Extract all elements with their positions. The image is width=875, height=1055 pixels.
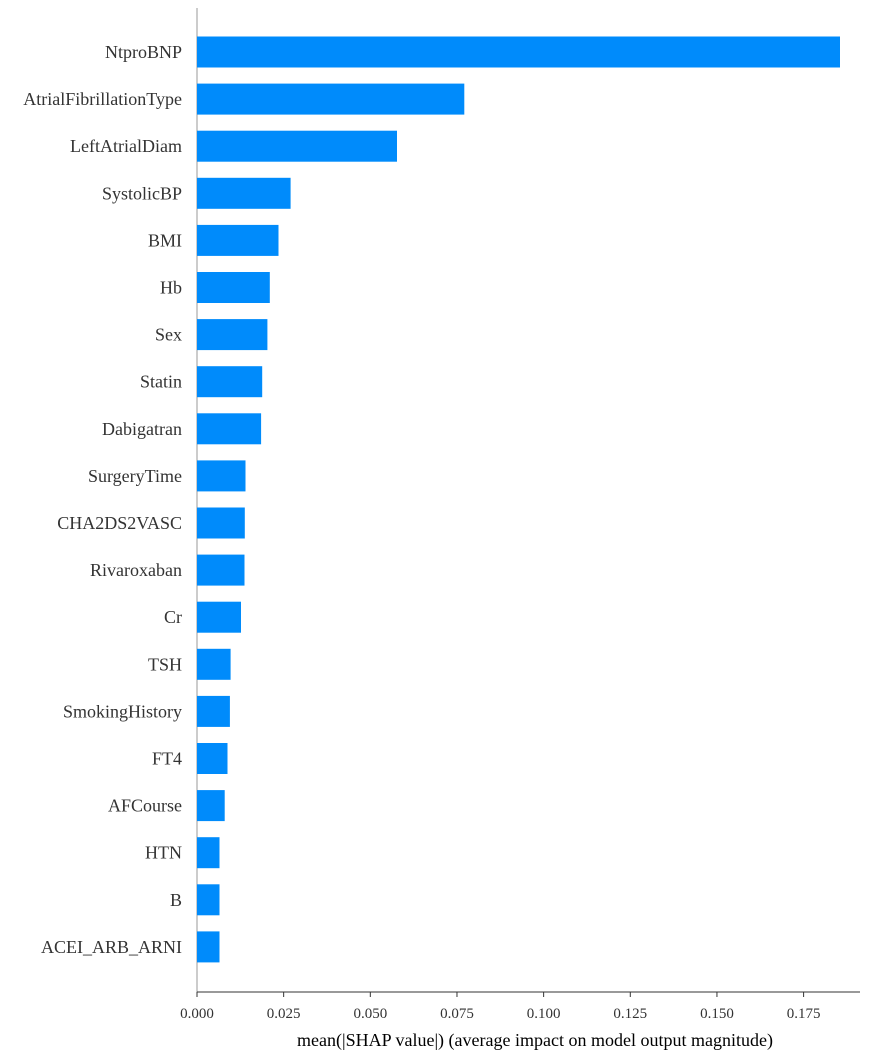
feature-label: TSH	[148, 654, 182, 674]
x-tick-label: 0.000	[180, 1006, 214, 1022]
feature-label: SmokingHistory	[63, 701, 182, 721]
x-tick-label: 0.175	[787, 1006, 821, 1022]
feature-label: Hb	[160, 278, 182, 298]
bar-HTN	[197, 837, 220, 869]
bar-ACEI_ARB_ARNI	[197, 931, 220, 963]
bar-TSH	[197, 648, 231, 680]
feature-label: B	[170, 890, 182, 910]
bar-CHA2DS2VASC	[197, 507, 245, 539]
bar-Rivaroxaban	[197, 554, 245, 586]
x-tick-label: 0.075	[440, 1006, 474, 1022]
bar-LeftAtrialDiam	[197, 130, 397, 162]
feature-label: CHA2DS2VASC	[57, 513, 182, 533]
feature-label: Rivaroxaban	[90, 560, 182, 580]
bar-B	[197, 884, 220, 916]
bar-Dabigatran	[197, 413, 262, 445]
x-axis-title: mean(|SHAP value|) (average impact on mo…	[297, 1030, 773, 1051]
feature-label: FT4	[152, 749, 182, 769]
bar-Sex	[197, 319, 268, 351]
feature-label: BMI	[148, 230, 182, 250]
feature-label: Dabigatran	[102, 419, 182, 439]
feature-label: HTN	[145, 843, 182, 863]
feature-label: ACEI_ARB_ARNI	[41, 937, 182, 957]
bar-BMI	[197, 224, 279, 256]
feature-label: Sex	[155, 325, 182, 345]
feature-label: Cr	[164, 607, 182, 627]
bar-AFCourse	[197, 790, 225, 822]
feature-label: SurgeryTime	[88, 466, 182, 486]
feature-label: NtproBNP	[105, 42, 182, 62]
bar-Statin	[197, 366, 263, 398]
x-tick-label: 0.025	[267, 1006, 301, 1022]
bar-Hb	[197, 272, 270, 303]
bar-NtproBNP	[197, 36, 840, 68]
bar-SystolicBP	[197, 177, 291, 209]
feature-label: SystolicBP	[102, 183, 182, 203]
x-tick-label: 0.125	[613, 1006, 647, 1022]
bar-FT4	[197, 743, 228, 774]
bar-SurgeryTime	[197, 460, 246, 492]
bar-SmokingHistory	[197, 695, 230, 727]
x-tick-label: 0.150	[700, 1006, 734, 1022]
x-tick-label: 0.100	[527, 1006, 561, 1022]
bar-AtrialFibrillationType	[197, 83, 465, 115]
feature-label: LeftAtrialDiam	[70, 136, 182, 156]
x-tick-label: 0.050	[353, 1006, 387, 1022]
feature-label: AtrialFibrillationType	[23, 89, 182, 109]
feature-label: AFCourse	[108, 796, 182, 816]
feature-label: Statin	[140, 372, 182, 392]
bar-Cr	[197, 601, 241, 633]
